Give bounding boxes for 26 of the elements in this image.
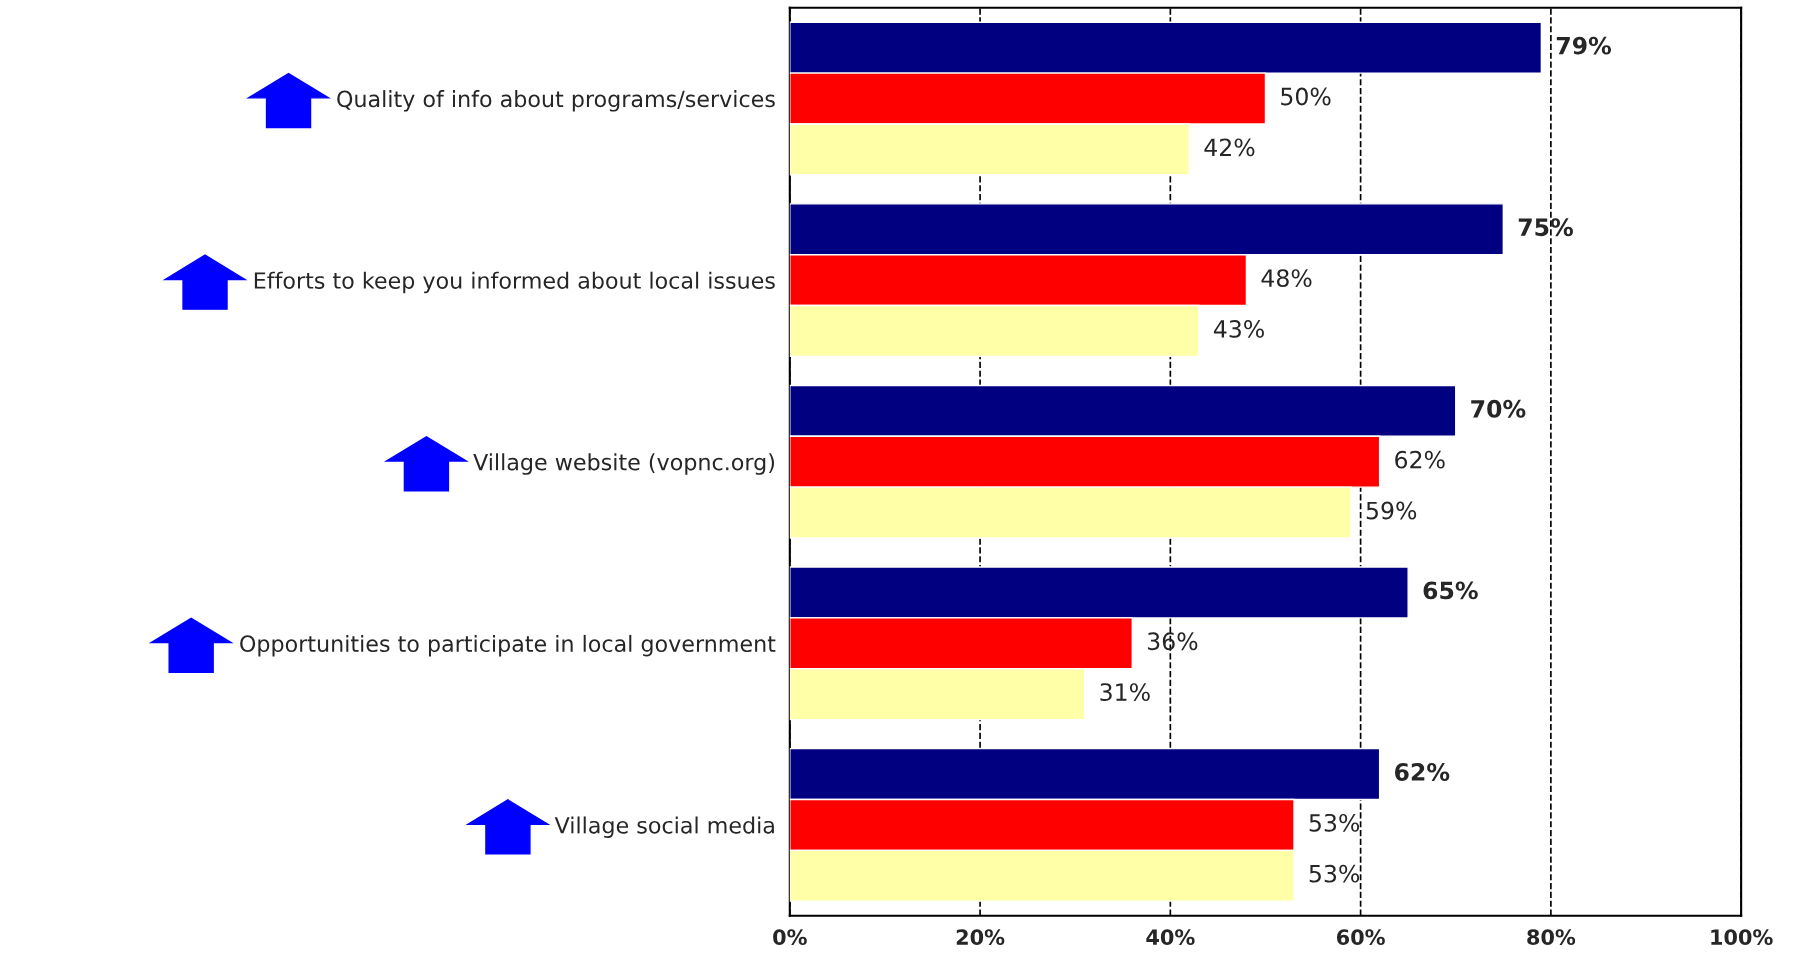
x-tick-label: 40% [1146,929,1195,946]
y-tick-label: Opportunities to participate in local government [240,634,776,657]
x-tick-label: 60% [1336,929,1385,946]
x-tick-label: 80% [1527,929,1576,946]
data-label: 53% [1309,813,1360,832]
y-tick-label: Efforts to keep you informed about local issues [254,271,775,294]
data-label: 62% [1394,763,1450,781]
data-label: 50% [1281,87,1331,106]
y-tick-label: Quality of info about programs/services [337,90,775,112]
data-label: 36% [1147,632,1198,651]
data-label: 75% [1518,218,1573,237]
data-label: 70% [1471,399,1526,418]
data-label: 79% [1556,36,1612,55]
x-tick-label: 0% [773,929,807,946]
y-tick-label: Village social media [554,816,774,838]
data-label: 65% [1423,581,1478,600]
data-label: 48% [1261,269,1312,287]
data-label: 42% [1204,138,1255,157]
data-label: 59% [1366,501,1417,520]
data-label: 53% [1309,864,1360,883]
data-label: 43% [1213,319,1264,338]
x-tick-label: 20% [956,929,1005,946]
x-tick-label: 100% [1711,929,1773,946]
data-label: 31% [1100,683,1150,702]
data-label: 62% [1395,450,1445,469]
y-tick-label: Village website (vopnc.org) [473,453,774,475]
